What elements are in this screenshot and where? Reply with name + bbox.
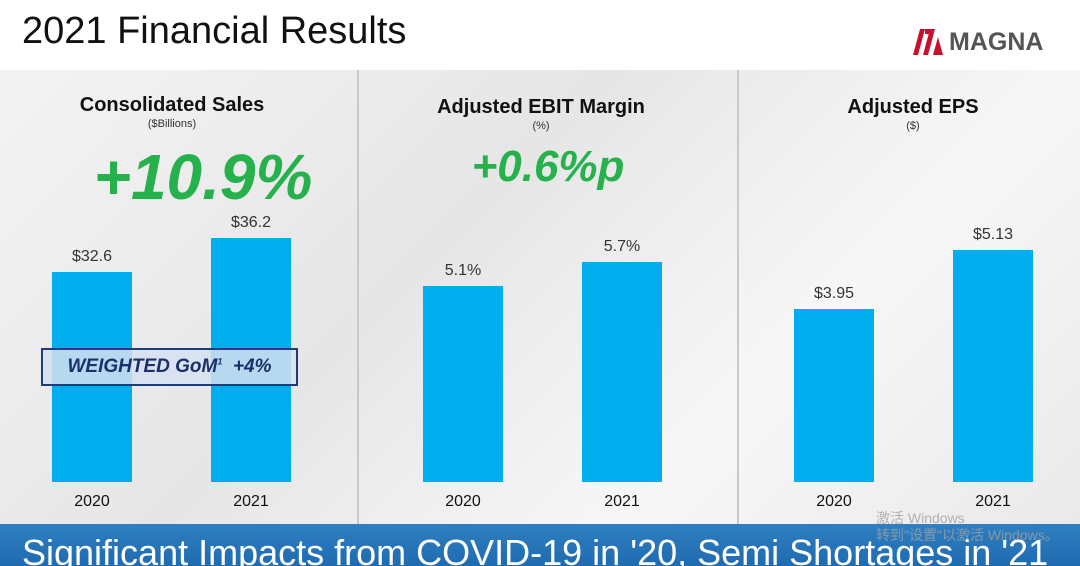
data-label: $3.95 — [813, 284, 855, 302]
logo: MAGNA — [913, 28, 1043, 56]
category-label: 2021 — [604, 493, 640, 510]
data-label: $36.2 — [230, 214, 272, 232]
panel-unit-eps: ($) — [906, 120, 920, 132]
category-label: 2020 — [816, 493, 852, 510]
data-label: 5.1% — [444, 262, 482, 280]
category-label: 2021 — [975, 493, 1011, 510]
panel-divider — [357, 70, 359, 524]
category-label: 2020 — [74, 493, 110, 510]
data-label: $32.6 — [71, 247, 113, 265]
gom-label: WEIGHTED GoM1 +4% — [67, 356, 272, 377]
header: 2021 Financial Results MAGNA — [0, 0, 1080, 70]
footer-text: Significant Impacts from COVID-19 in '20… — [22, 532, 1049, 566]
weighted-gom-box: WEIGHTED GoM1 +4% — [41, 348, 298, 386]
bar-2020 — [423, 286, 503, 482]
bar-2021 — [582, 261, 662, 482]
panel-divider — [737, 70, 739, 524]
data-label: $5.13 — [972, 225, 1014, 243]
windows-activation-watermark: 激活 Windows 转到"设置"以激活 Windows。 — [876, 510, 1059, 543]
magna-logo-icon — [913, 29, 943, 55]
page-title: 2021 Financial Results — [22, 10, 407, 52]
panel-unit-sales: ($Billions) — [147, 118, 197, 130]
logo-text: MAGNA — [949, 27, 1044, 56]
growth-ebit: +0.6%p — [471, 142, 625, 191]
category-label: 2020 — [445, 493, 481, 510]
data-label: 5.7% — [603, 237, 641, 255]
category-label: 2021 — [233, 493, 269, 510]
chart-area — [0, 70, 1080, 524]
panel-title-eps: Adjusted EPS — [847, 96, 979, 118]
panel-title-ebit: Adjusted EBIT Margin — [437, 96, 645, 118]
panel-title-sales: Consolidated Sales — [79, 94, 265, 116]
bar-2020 — [794, 308, 874, 482]
footer-banner: Significant Impacts from COVID-19 in '20… — [0, 524, 1080, 566]
bar-2021 — [953, 249, 1033, 482]
panel-unit-ebit: (%) — [532, 120, 550, 132]
growth-sales: +10.9% — [93, 141, 313, 213]
